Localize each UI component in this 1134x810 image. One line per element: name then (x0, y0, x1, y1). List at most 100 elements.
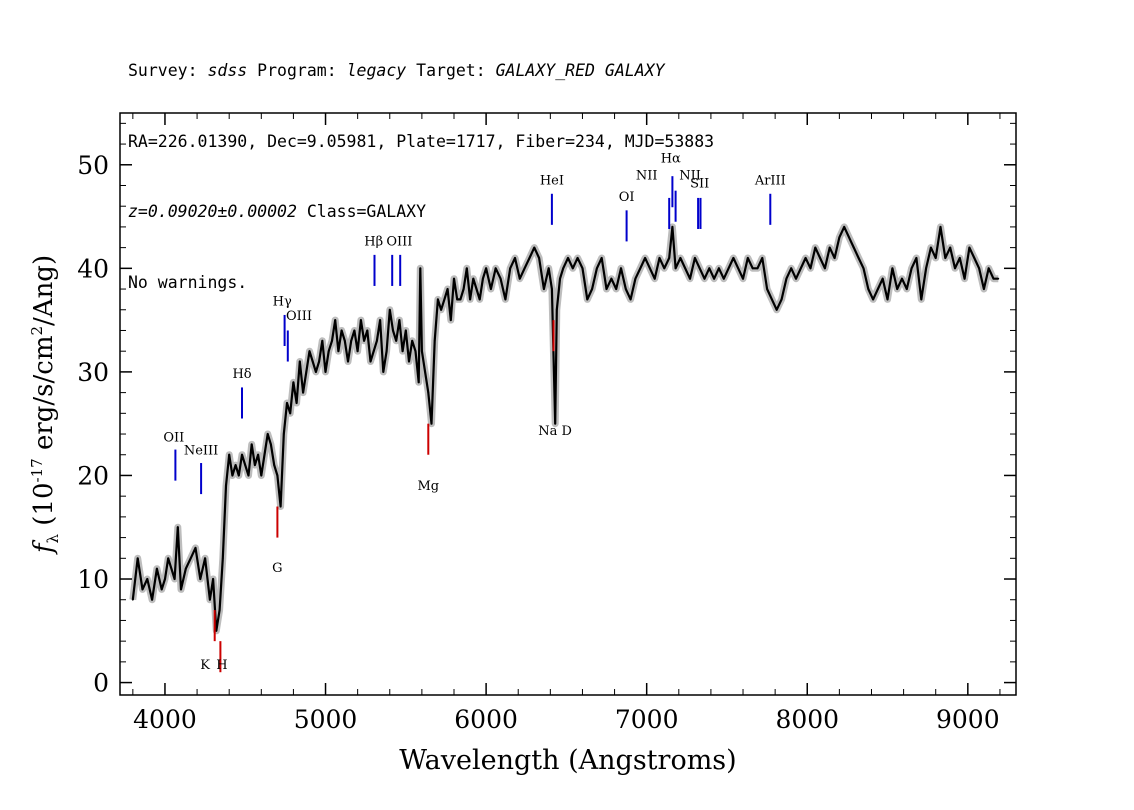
flux-point (992, 277, 995, 280)
flux-point (194, 547, 197, 549)
flux-point (828, 246, 831, 249)
flux-point (983, 288, 985, 290)
flux-point (901, 277, 903, 280)
flux-point (891, 267, 894, 270)
flux-point (382, 371, 385, 373)
flux-point (872, 298, 874, 301)
flux-point (523, 267, 526, 270)
flux-point (260, 474, 263, 477)
flux-point (958, 257, 961, 259)
flux-point (427, 391, 430, 394)
flux-point (698, 267, 701, 270)
flux-point (949, 246, 952, 249)
flux-point (746, 257, 749, 259)
flux-line-layer (131, 225, 1000, 632)
flux-point (411, 339, 414, 342)
flux-point (146, 578, 149, 580)
flux-point (639, 267, 642, 270)
flux-point (231, 474, 234, 477)
flux-point (997, 277, 1000, 280)
flux-point (327, 350, 330, 353)
flux-point (131, 598, 134, 601)
flux-point (881, 277, 884, 280)
flux-point (780, 298, 783, 301)
emission-line-label: Hγ (273, 295, 292, 310)
flux-point (756, 267, 759, 270)
flux-point (173, 578, 176, 580)
flux-point (799, 267, 802, 270)
flux-point (395, 339, 398, 342)
flux-point (547, 267, 550, 270)
class-value: Class=GALAXY (306, 202, 427, 221)
flux-point (302, 391, 304, 394)
flux-point (266, 433, 269, 435)
flux-point (600, 257, 603, 259)
flux-point (790, 267, 793, 270)
flux-point (156, 567, 158, 570)
flux-point (331, 339, 333, 342)
flux-point (318, 360, 320, 363)
flux-point (263, 453, 266, 456)
y-tick-label: 20 (77, 461, 109, 490)
line-marker-layer (174, 176, 772, 673)
y-axis-label: fλ (10-17 erg/s/cm2/Ang) (28, 255, 62, 555)
flux-point (257, 453, 259, 456)
flux-point (708, 267, 711, 270)
spectrum-header: Survey: sdss Program: legacy Target: GAL… (128, 12, 714, 318)
flux-point (934, 257, 937, 259)
flux-point (151, 598, 154, 601)
flux-point (241, 453, 243, 456)
flux-point (886, 298, 889, 301)
flux-point (462, 288, 465, 290)
header-line-4: No warnings. (128, 272, 248, 292)
header-line-3: z=0.09020±0.00002 Class=GALAXY (128, 200, 714, 224)
flux-point (987, 267, 990, 270)
flux-point (433, 339, 436, 342)
emission-line-label: OIII (286, 309, 312, 324)
flux-point (852, 246, 855, 249)
flux-point (824, 267, 826, 270)
flux-point (554, 422, 557, 425)
flux-point (340, 329, 343, 332)
flux-point (775, 308, 778, 311)
flux-point (771, 298, 773, 301)
flux-point (581, 267, 584, 270)
flux-point (644, 257, 646, 259)
flux-point (785, 277, 788, 280)
flux-point (482, 277, 484, 280)
flux-point (742, 277, 744, 280)
flux-point (376, 339, 378, 342)
flux-point (456, 298, 459, 301)
flux-point (286, 402, 288, 404)
flux-point (634, 277, 637, 280)
absorption-line-label: H (216, 658, 227, 673)
flux-point (298, 360, 301, 363)
flux-point (449, 319, 452, 321)
emission-line-label: OII (163, 430, 184, 445)
plot-frame (119, 112, 1017, 696)
flux-point (212, 578, 215, 580)
flux-point (867, 288, 870, 290)
flux-point (538, 257, 540, 259)
flux-point (401, 350, 404, 353)
flux-point (218, 609, 221, 611)
flux-point (559, 277, 561, 280)
flux-point (353, 329, 356, 332)
flux-point (184, 567, 187, 570)
flux-point (469, 298, 471, 301)
y-tick-label: 30 (77, 358, 109, 387)
flux-point (555, 308, 558, 311)
flux-point (356, 350, 359, 353)
flux-point (398, 319, 401, 321)
flux-point (576, 257, 579, 259)
flux-point (308, 350, 311, 353)
x-tick-label: 4000 (133, 705, 197, 734)
flux-point (437, 298, 439, 301)
flux-point (315, 371, 317, 373)
flux-point (694, 257, 696, 259)
survey-value: sdss (207, 61, 248, 80)
redshift-value: z=0.09020±0.00002 (128, 202, 297, 221)
flux-point (862, 267, 865, 270)
emission-line-label: ArIII (754, 173, 786, 188)
